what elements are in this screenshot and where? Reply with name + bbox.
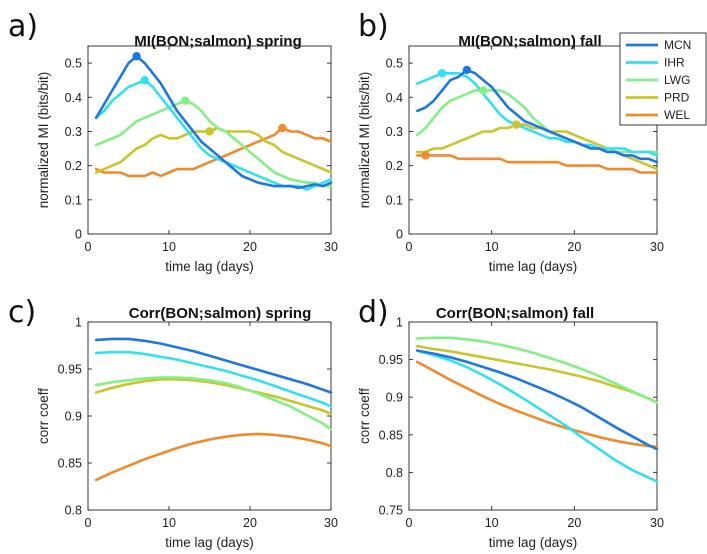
plot-frame <box>408 45 658 235</box>
y-tick-label: 0.2 <box>386 159 403 173</box>
legend-label-ihr: IHR <box>664 56 685 70</box>
series-line-mcn <box>94 54 333 190</box>
x-tick-label: 20 <box>567 516 581 530</box>
panel-c: c) Corr(BON;salmon) spring 0 10 20 30 0.8 0.85 0… <box>8 295 338 550</box>
y-axis-label: normalized MI (bits/bit) <box>357 72 372 209</box>
x-tick-label: 0 <box>406 516 413 530</box>
peak-marker-ihr <box>140 75 149 85</box>
x-tick-label: 0 <box>85 516 92 530</box>
series-line-prd <box>94 126 333 174</box>
y-tick-label: 0.1 <box>386 193 403 207</box>
y-tick-label: 0.95 <box>379 353 403 367</box>
y-tick-label: 0.9 <box>386 391 403 405</box>
peak-marker-mcn <box>132 52 141 61</box>
y-tick-label: 0.85 <box>58 457 82 471</box>
y-axis-label: corr coeff <box>36 388 51 444</box>
y-tick-label: 0 <box>396 228 403 242</box>
series-line-lwg <box>415 336 659 404</box>
y-tick-label: 0.85 <box>379 428 403 442</box>
series-line-wel <box>415 360 659 449</box>
peak-marker-mcn <box>462 65 472 75</box>
y-tick-label: 0.8 <box>65 504 82 518</box>
series-line-ihr <box>415 349 659 483</box>
x-tick-label: 10 <box>162 516 176 530</box>
series-line-mcn <box>94 337 333 394</box>
legend-label-mcn: MCN <box>664 38 691 52</box>
panel-label: c) <box>8 295 36 330</box>
x-tick-label: 20 <box>243 516 257 530</box>
y-tick-label: 0.75 <box>379 504 403 518</box>
x-tick-label: 30 <box>324 240 338 254</box>
y-axis-label: corr coeff <box>357 388 372 444</box>
series-line-wel <box>94 126 333 178</box>
plot-frame <box>87 321 332 511</box>
y-tick-label: 0.4 <box>65 91 82 105</box>
series-line-ihr <box>94 350 333 408</box>
x-tick-label: 10 <box>162 240 176 254</box>
peak-marker-lwg <box>479 86 488 95</box>
chart-title: Corr(BON;salmon) spring <box>129 305 312 322</box>
legend-label-prd: PRD <box>664 91 690 105</box>
series-line-mcn <box>415 349 659 451</box>
x-axis-label: time lag (days) <box>489 535 578 550</box>
x-tick-label: 30 <box>324 516 338 530</box>
y-tick-label: 0.8 <box>386 466 403 480</box>
series-line-prd <box>94 377 333 416</box>
series-line-wel <box>94 432 333 482</box>
peak-marker-ihr <box>437 69 447 78</box>
y-tick-label: 0 <box>75 228 82 242</box>
peak-marker-wel <box>421 151 430 160</box>
x-tick-label: 0 <box>85 240 92 254</box>
series-line-mcn <box>415 68 659 164</box>
x-axis-label: time lag (days) <box>165 259 254 274</box>
y-tick-label: 1 <box>396 316 403 330</box>
y-axis-label: normalized MI (bits/bit) <box>36 72 51 209</box>
x-tick-label: 30 <box>650 516 664 530</box>
panel-label: a) <box>8 9 38 44</box>
plot-frame <box>87 45 332 235</box>
x-tick-label: 30 <box>650 240 664 254</box>
legend-label-wel: WEL <box>664 108 690 122</box>
peak-marker-prd <box>205 127 214 136</box>
y-tick-label: 0.5 <box>386 57 403 71</box>
panel-d: d) Corr(BON;salmon) fall 0 10 20 30 0.75 0.8 0.8… <box>357 295 664 550</box>
chart-title: MI(BON;salmon) fall <box>458 33 601 50</box>
peak-marker-lwg <box>181 96 190 105</box>
y-tick-label: 1 <box>75 316 82 330</box>
y-tick-label: 0.4 <box>386 91 403 105</box>
series-line-ihr <box>94 78 333 191</box>
panel-a: a) MI(BON;salmon) spring 0 10 20 30 0 0.1 0.2 0.3… <box>8 9 338 274</box>
plot-frame <box>408 321 658 511</box>
legend-label-lwg: LWG <box>664 73 690 87</box>
panel-label: d) <box>358 295 389 330</box>
x-tick-label: 20 <box>243 240 257 254</box>
series-line-wel <box>415 154 659 174</box>
x-axis-label: time lag (days) <box>489 259 578 274</box>
x-tick-label: 0 <box>406 240 413 254</box>
x-axis-label: time lag (days) <box>165 535 254 550</box>
x-tick-label: 10 <box>485 240 499 254</box>
chart-title: MI(BON;salmon) spring <box>134 33 302 50</box>
x-tick-label: 10 <box>485 516 499 530</box>
panel-label: b) <box>358 9 389 44</box>
legend: MCN IHR LWG PRD WEL <box>619 32 707 126</box>
series-line-lwg <box>94 376 333 431</box>
peak-marker-wel <box>278 123 287 133</box>
chart-title: Corr(BON;salmon) fall <box>436 305 594 322</box>
y-tick-label: 0.3 <box>386 125 403 139</box>
y-tick-label: 0.2 <box>65 159 82 173</box>
series-line-ihr <box>415 72 659 157</box>
y-tick-label: 0.95 <box>58 363 82 377</box>
x-tick-label: 20 <box>567 240 581 254</box>
series-line-prd <box>415 344 659 404</box>
panel-b: b) MI(BON;salmon) fall 0 10 20 30 0 0.1 0.2 0.3 0.… <box>357 9 664 274</box>
peak-marker-prd <box>512 120 521 129</box>
y-tick-label: 0.3 <box>65 125 82 139</box>
y-tick-label: 0.5 <box>65 57 82 71</box>
y-tick-label: 0.9 <box>65 410 82 424</box>
y-tick-label: 0.1 <box>65 193 82 207</box>
series-line-lwg <box>94 99 333 188</box>
